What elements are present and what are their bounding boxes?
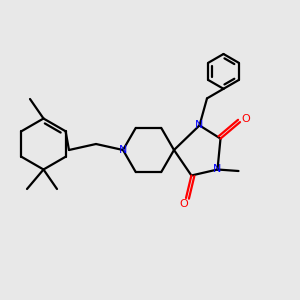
Text: O: O xyxy=(179,199,188,209)
Text: O: O xyxy=(241,114,250,124)
Text: N: N xyxy=(195,120,204,130)
Text: N: N xyxy=(213,164,222,175)
Text: N: N xyxy=(119,145,127,155)
